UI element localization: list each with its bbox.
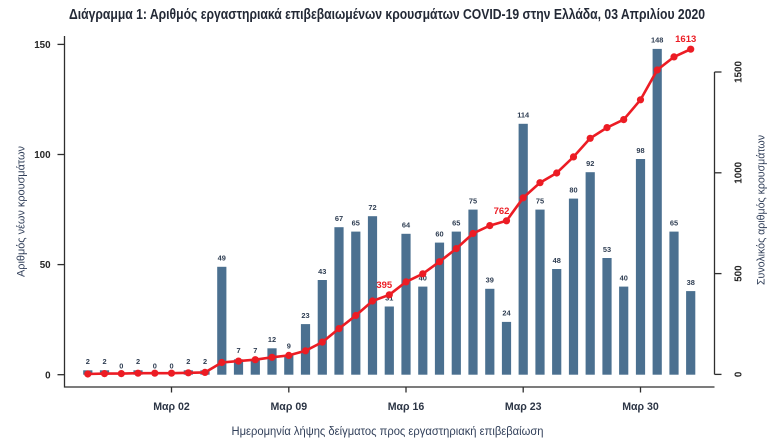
svg-text:762: 762 bbox=[494, 206, 510, 217]
svg-text:1500: 1500 bbox=[734, 61, 745, 83]
svg-text:2: 2 bbox=[186, 357, 190, 366]
svg-text:Μαρ 30: Μαρ 30 bbox=[622, 401, 659, 413]
svg-text:7: 7 bbox=[253, 346, 257, 355]
svg-text:Ημερομηνία λήψης δείγματος προ: Ημερομηνία λήψης δείγματος προς εργαστηρ… bbox=[232, 426, 544, 438]
svg-text:1613: 1613 bbox=[675, 34, 696, 45]
svg-text:50: 50 bbox=[40, 260, 51, 271]
svg-text:9: 9 bbox=[287, 342, 291, 351]
svg-text:7: 7 bbox=[236, 346, 240, 355]
svg-text:2: 2 bbox=[203, 357, 207, 366]
svg-text:72: 72 bbox=[368, 203, 376, 212]
svg-text:38: 38 bbox=[687, 278, 695, 287]
svg-text:Διάγραμμα 1: Αριθμός εργαστηρι: Διάγραμμα 1: Αριθμός εργαστηριακά επιβεβ… bbox=[69, 7, 705, 23]
svg-text:148: 148 bbox=[651, 36, 663, 45]
svg-text:2: 2 bbox=[86, 357, 90, 366]
svg-text:100: 100 bbox=[34, 150, 51, 161]
svg-text:48: 48 bbox=[553, 256, 561, 265]
svg-text:40: 40 bbox=[419, 273, 427, 282]
svg-text:0: 0 bbox=[169, 362, 173, 371]
svg-text:75: 75 bbox=[536, 196, 544, 205]
svg-text:114: 114 bbox=[517, 111, 530, 120]
svg-text:Μαρ 02: Μαρ 02 bbox=[153, 401, 190, 413]
svg-text:2: 2 bbox=[102, 357, 106, 366]
svg-text:0: 0 bbox=[119, 362, 123, 371]
svg-text:0: 0 bbox=[45, 370, 51, 381]
svg-text:60: 60 bbox=[435, 229, 443, 238]
svg-text:Μαρ 16: Μαρ 16 bbox=[388, 401, 425, 413]
svg-text:40: 40 bbox=[620, 273, 628, 282]
svg-text:0: 0 bbox=[153, 362, 157, 371]
svg-text:2: 2 bbox=[136, 357, 140, 366]
svg-text:Συνολικός αριθμός κρουσμάτων: Συνολικός αριθμός κρουσμάτων bbox=[755, 135, 767, 285]
svg-text:64: 64 bbox=[402, 221, 411, 230]
svg-text:67: 67 bbox=[335, 214, 343, 223]
svg-text:65: 65 bbox=[352, 218, 360, 227]
svg-text:500: 500 bbox=[734, 265, 745, 282]
svg-text:Μαρ 09: Μαρ 09 bbox=[270, 401, 307, 413]
svg-text:0: 0 bbox=[734, 371, 745, 377]
svg-text:395: 395 bbox=[376, 280, 393, 291]
svg-text:53: 53 bbox=[603, 245, 611, 254]
svg-text:39: 39 bbox=[486, 276, 494, 285]
svg-text:43: 43 bbox=[318, 267, 326, 276]
svg-text:92: 92 bbox=[586, 159, 594, 168]
svg-text:65: 65 bbox=[452, 218, 460, 227]
svg-text:80: 80 bbox=[569, 185, 577, 194]
svg-text:Αριθμός νέων κρουσμάτων: Αριθμός νέων κρουσμάτων bbox=[16, 146, 28, 277]
svg-text:98: 98 bbox=[636, 146, 644, 155]
svg-text:12: 12 bbox=[268, 335, 276, 344]
svg-text:49: 49 bbox=[218, 254, 226, 263]
svg-text:23: 23 bbox=[301, 311, 309, 320]
svg-text:75: 75 bbox=[469, 196, 477, 205]
svg-text:24: 24 bbox=[502, 309, 511, 318]
svg-text:150: 150 bbox=[34, 40, 51, 51]
svg-text:1000: 1000 bbox=[734, 161, 745, 183]
svg-text:65: 65 bbox=[670, 218, 678, 227]
svg-text:Μαρ 23: Μαρ 23 bbox=[505, 401, 542, 413]
